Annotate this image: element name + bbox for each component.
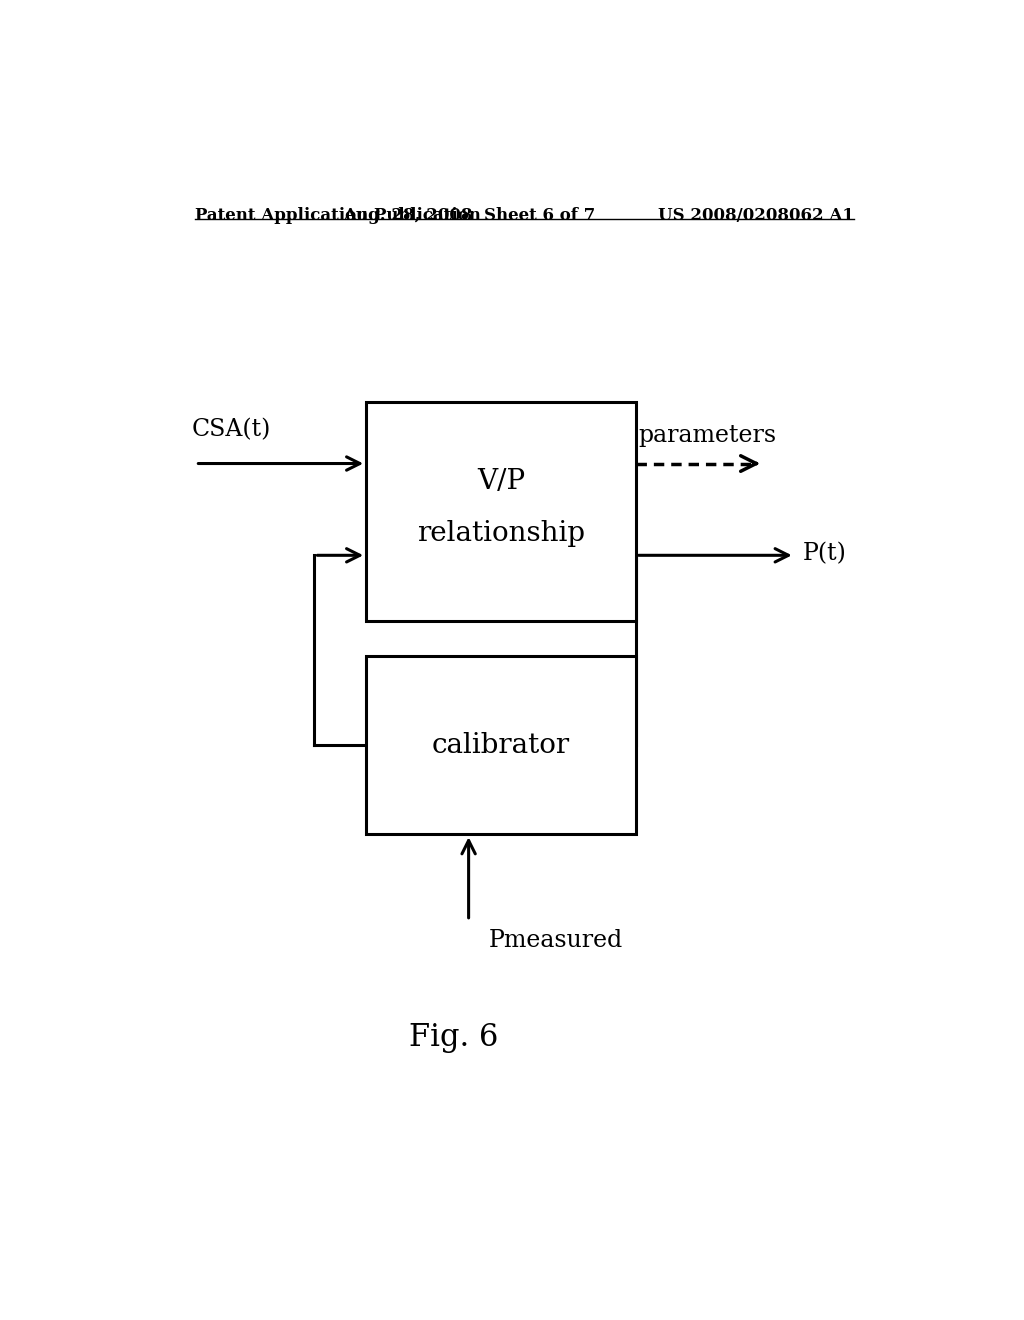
Text: P(t): P(t): [803, 541, 847, 565]
Text: Fig. 6: Fig. 6: [409, 1022, 498, 1053]
Text: Patent Application Publication: Patent Application Publication: [196, 207, 481, 224]
Text: V/P: V/P: [477, 467, 525, 495]
Text: Aug. 28, 2008  Sheet 6 of 7: Aug. 28, 2008 Sheet 6 of 7: [343, 207, 595, 224]
Text: parameters: parameters: [638, 424, 776, 447]
Text: Pmeasured: Pmeasured: [488, 929, 623, 952]
Bar: [367, 403, 636, 620]
Text: US 2008/0208062 A1: US 2008/0208062 A1: [658, 207, 854, 224]
Text: calibrator: calibrator: [432, 731, 570, 759]
Bar: [367, 656, 636, 834]
Text: relationship: relationship: [417, 520, 585, 548]
Text: CSA(t): CSA(t): [191, 418, 271, 441]
